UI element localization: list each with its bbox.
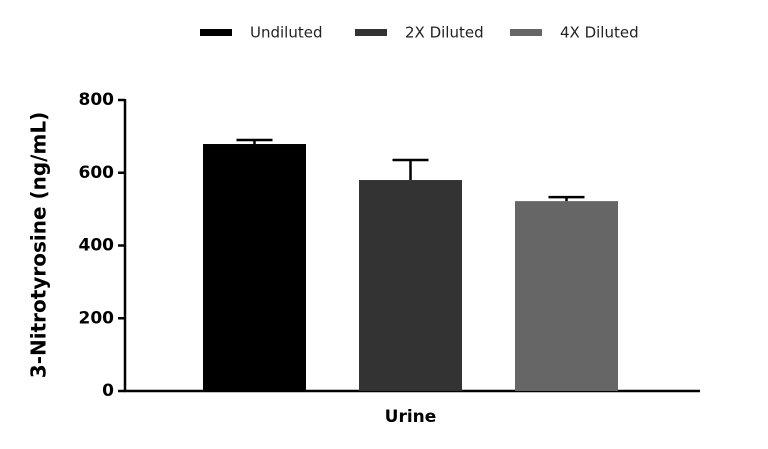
- y-tick-label: 200: [79, 308, 115, 328]
- y-axis-label: 3-Nitrotyrosine (ng/mL): [27, 112, 51, 378]
- legend-label: 2X Diluted: [405, 24, 484, 42]
- bar: [359, 180, 462, 391]
- legend-label: 4X Diluted: [560, 24, 639, 42]
- legend-swatch: [510, 29, 542, 36]
- legend-swatch: [200, 29, 232, 36]
- y-tick-label: 400: [79, 236, 115, 256]
- bar: [515, 201, 618, 391]
- y-tick-label: 0: [102, 381, 114, 401]
- legend-label: Undiluted: [250, 24, 322, 42]
- y-tick-label: 600: [79, 163, 115, 183]
- y-tick-label: 800: [79, 90, 115, 110]
- x-tick-label: Urine: [385, 407, 437, 427]
- legend-swatch: [355, 29, 387, 36]
- bar: [203, 144, 306, 391]
